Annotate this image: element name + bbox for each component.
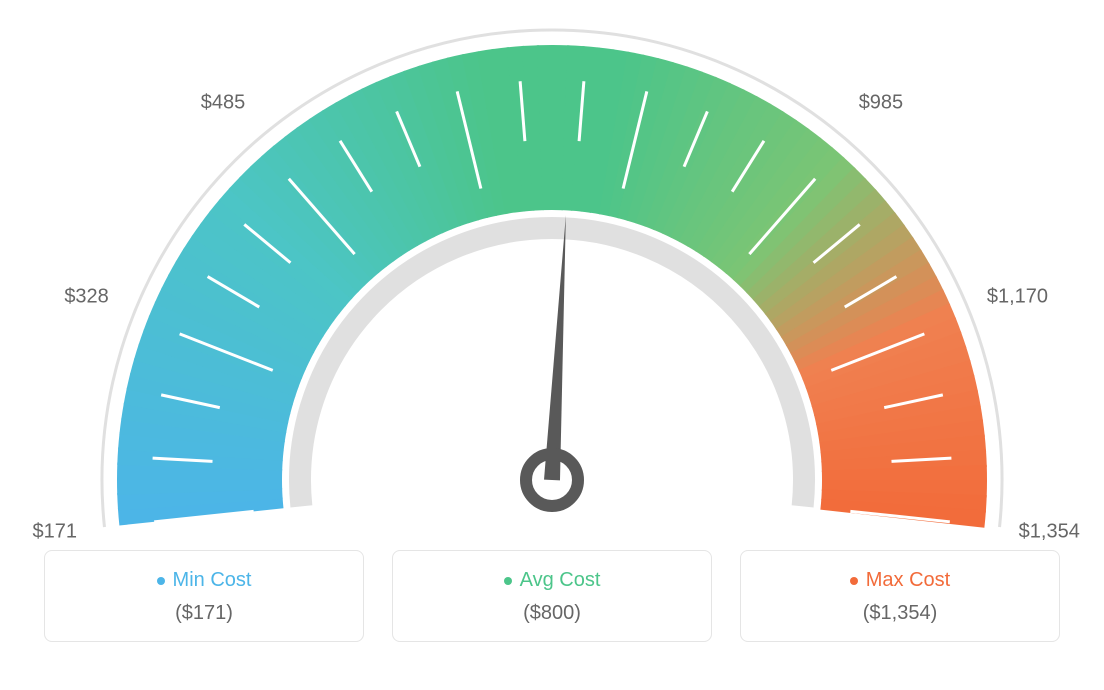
legend-value-min: ($171): [55, 602, 353, 625]
gauge-tick-label: $985: [859, 92, 904, 115]
gauge-svg: [52, 0, 1052, 560]
gauge-chart: $171$328$485$800$985$1,170$1,354: [0, 0, 1104, 560]
gauge-tick-label: $1,170: [987, 286, 1048, 309]
legend-value-avg: ($800): [403, 602, 701, 625]
gauge-tick-label: $485: [201, 92, 246, 115]
gauge-tick-label: $1,354: [1019, 521, 1080, 544]
legend-card-min: Min Cost ($171): [44, 550, 364, 642]
legend-bullet-min: [157, 577, 165, 585]
legend-title-min: Min Cost: [173, 569, 252, 592]
legend-row: Min Cost ($171) Avg Cost ($800) Max Cost…: [0, 550, 1104, 642]
legend-card-avg: Avg Cost ($800): [392, 550, 712, 642]
legend-card-max: Max Cost ($1,354): [740, 550, 1060, 642]
legend-bullet-avg: [504, 577, 512, 585]
legend-title-avg: Avg Cost: [520, 569, 601, 592]
legend-bullet-max: [850, 577, 858, 585]
legend-title-max: Max Cost: [866, 569, 950, 592]
gauge-tick-label: $171: [32, 521, 77, 544]
legend-value-max: ($1,354): [751, 602, 1049, 625]
gauge-tick-label: $328: [64, 286, 109, 309]
